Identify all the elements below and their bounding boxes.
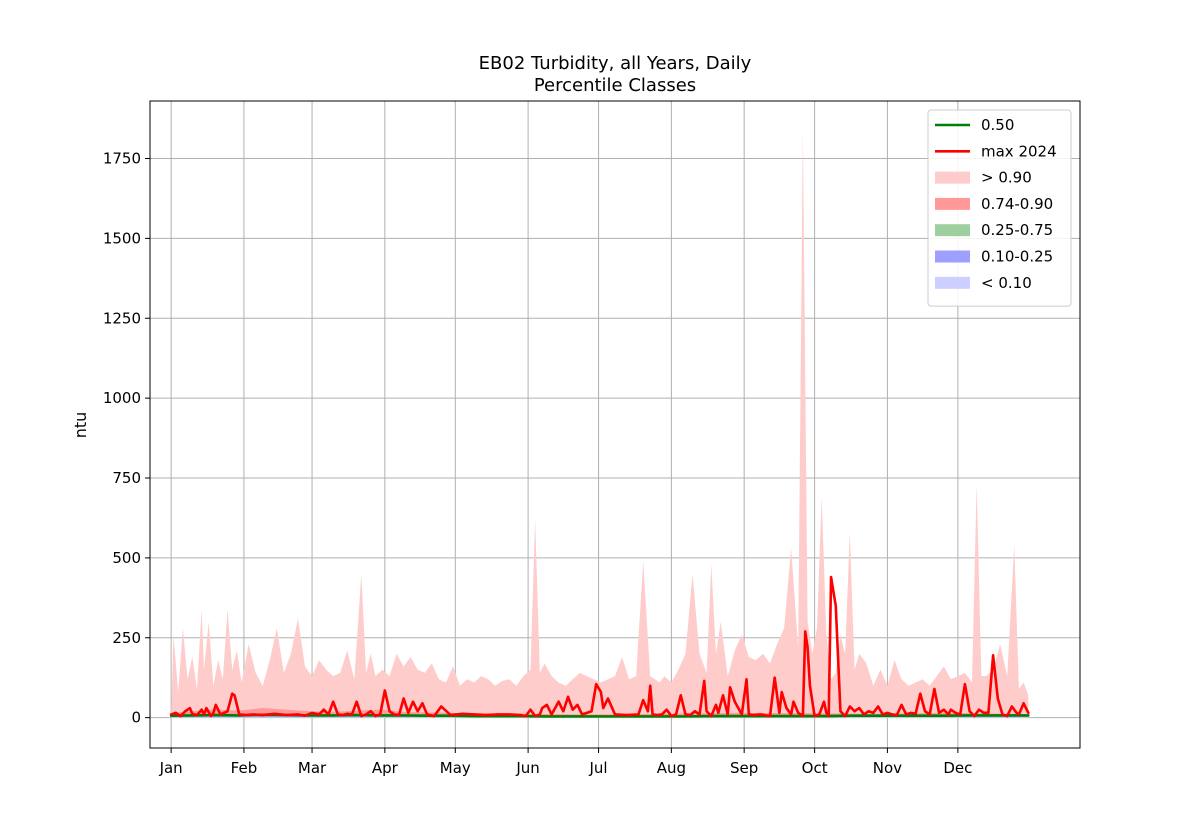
x-tick-label-7: Aug <box>657 759 686 777</box>
series-lines <box>169 575 1030 718</box>
legend-swatch-6 <box>935 276 970 289</box>
x-tick-label-6: Jul <box>589 759 608 777</box>
legend-swatch-2 <box>935 171 970 184</box>
legend-label-2: > 0.90 <box>981 169 1032 187</box>
legend: 0.50 max 2024 > 0.90 0.74-0.90 0.25-0.75 0.10… <box>927 109 1072 307</box>
plot-frame <box>149 100 1081 749</box>
chart-title: EB02 Turbidity, all Years, Daily <box>479 53 752 74</box>
grid <box>150 101 1080 748</box>
y-axis-label: ntu <box>71 412 90 439</box>
y-tick-label-5: 1250 <box>103 309 141 327</box>
y-tick-label-1: 250 <box>112 629 141 647</box>
plot-area <box>150 101 1080 748</box>
x-tick-label-3: Apr <box>372 759 399 777</box>
x-tick-label-2: Mar <box>298 759 327 777</box>
y-tick-label-2: 500 <box>112 549 141 567</box>
x-tick-label-10: Nov <box>873 759 902 777</box>
x-axis: Jan Feb Mar Apr May Jun Jul Aug Sep Oct Nov Dec <box>159 748 972 777</box>
legend-label-6: < 0.10 <box>981 274 1032 292</box>
legend-label-1: max 2024 <box>981 142 1057 160</box>
legend-label-3: 0.74-0.90 <box>981 195 1053 213</box>
y-tick-label-6: 1500 <box>103 229 141 247</box>
y-tick-label-3: 750 <box>112 469 141 487</box>
y-tick-label-0: 0 <box>131 709 141 727</box>
x-tick-label-1: Feb <box>231 759 258 777</box>
legend-label-4: 0.25-0.75 <box>981 221 1053 239</box>
y-tick-label-4: 1000 <box>103 389 141 407</box>
legend-label-5: 0.10-0.25 <box>981 248 1053 266</box>
x-tick-label-8: Sep <box>730 759 758 777</box>
x-tick-label-5: Jun <box>515 759 539 777</box>
x-tick-label-4: May <box>440 759 471 777</box>
legend-swatch-5 <box>935 250 970 263</box>
x-tick-label-9: Oct <box>802 759 828 777</box>
y-axis: 0 250 500 750 1000 1250 1500 1750 <box>103 150 150 727</box>
x-tick-label-11: Dec <box>943 759 972 777</box>
chart-subtitle: Percentile Classes <box>534 75 696 96</box>
y-tick-label-7: 1750 <box>103 150 141 168</box>
legend-label-0: 0.50 <box>981 116 1014 134</box>
line-series-5 <box>169 713 1030 718</box>
legend-swatch-4 <box>935 224 970 237</box>
x-tick-label-0: Jan <box>159 759 183 777</box>
legend-swatch-3 <box>935 197 970 210</box>
line-series-6 <box>169 575 1030 718</box>
